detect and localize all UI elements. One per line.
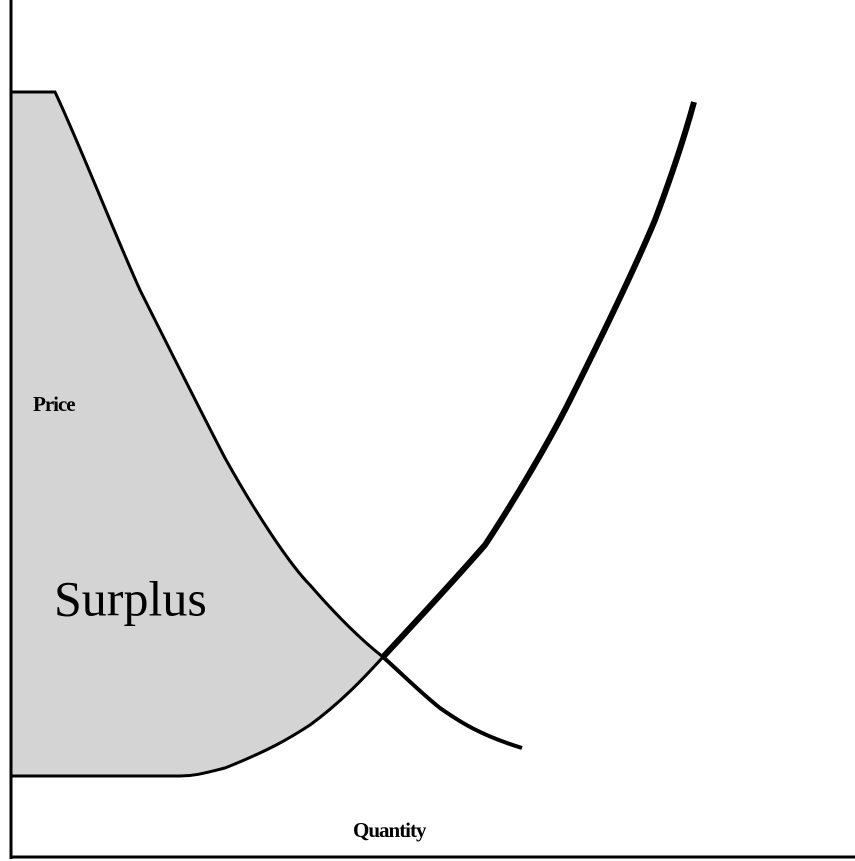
y-axis-label: Price — [33, 392, 75, 416]
demand-curve — [381, 655, 523, 750]
surplus-label: Surplus — [54, 570, 207, 626]
supply-curve — [380, 101, 697, 660]
x-axis-label: Quantity — [353, 818, 427, 842]
surplus-area — [9, 90, 386, 778]
